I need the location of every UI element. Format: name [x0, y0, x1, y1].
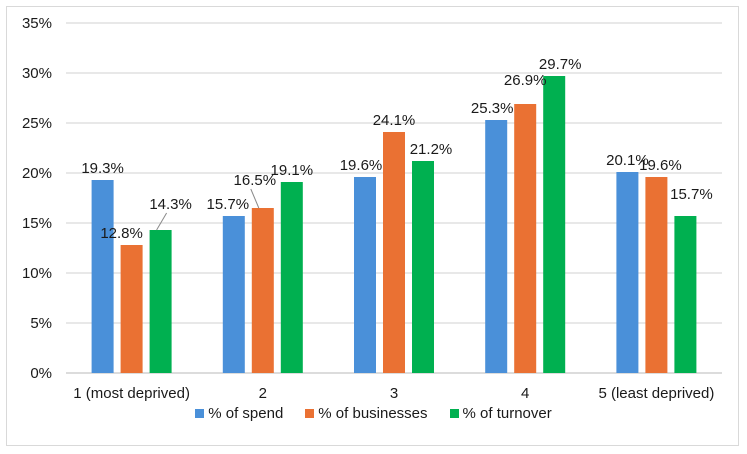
y-axis-ticks: 0% 5% 10% 15% 20% 25% 30% 35% — [22, 15, 52, 382]
y-tick-label: 30% — [22, 65, 52, 82]
bar — [251, 208, 274, 373]
legend-swatch-turnover — [449, 409, 459, 418]
x-axis-ticks: 1 (most deprived) 2 3 4 5 (least deprived) — [73, 385, 714, 402]
legend-label-businesses: % of businesses — [318, 405, 428, 422]
x-tick-label: 3 — [390, 385, 398, 402]
data-label: 21.2% — [410, 141, 453, 158]
bar — [543, 76, 566, 373]
leader-line — [156, 212, 168, 231]
bar — [616, 172, 639, 373]
data-label: 19.6% — [340, 157, 383, 174]
legend-item-turnover: % of turnover — [449, 405, 552, 422]
leader-line — [250, 188, 260, 209]
data-labels: 19.3% 12.8% 14.3% 15.7% 16.5%19.1% 19.6% 24.1%… — [81, 56, 712, 242]
y-tick-label: 20% — [22, 165, 52, 182]
bar — [514, 104, 537, 373]
legend-label-turnover: % of turnover — [462, 405, 552, 422]
bar — [91, 180, 114, 373]
x-tick-label: 5 (least deprived) — [598, 385, 714, 402]
legend-item-spend: % of spend — [195, 405, 283, 422]
y-tick-label: 5% — [30, 315, 52, 332]
data-label: 24.1% — [373, 112, 416, 129]
data-label: 20.1% — [606, 152, 649, 169]
x-tick-label: 4 — [521, 385, 529, 402]
legend: % of spend % of businesses % of turnover — [0, 405, 747, 422]
x-tick-label: 2 — [259, 385, 267, 402]
bar — [354, 177, 376, 373]
legend-item-businesses: % of businesses — [305, 405, 428, 422]
data-label: 16.5% — [234, 172, 277, 189]
data-label: 19.3% — [81, 160, 124, 177]
legend-label-spend: % of spend — [208, 405, 284, 422]
bar — [383, 132, 405, 373]
data-label: 19.1% — [271, 162, 314, 179]
bars — [91, 76, 697, 373]
bar — [412, 161, 434, 373]
y-tick-label: 25% — [22, 115, 52, 132]
bar — [120, 245, 143, 373]
data-label: 19.6% — [639, 157, 682, 174]
data-label: 29.7% — [539, 56, 582, 73]
data-label: 15.7% — [670, 186, 713, 203]
y-tick-label: 15% — [22, 215, 52, 232]
data-label: 12.8% — [100, 225, 143, 242]
bar — [222, 216, 245, 373]
bar — [485, 120, 508, 373]
y-tick-label: 35% — [22, 15, 52, 32]
bar — [280, 182, 303, 373]
bar — [149, 230, 172, 373]
data-label: 25.3% — [471, 100, 514, 117]
data-label: 15.7% — [207, 196, 250, 213]
bar — [674, 216, 697, 373]
y-tick-label: 10% — [22, 265, 52, 282]
legend-swatch-businesses — [305, 409, 315, 418]
data-label: 26.9% — [504, 72, 547, 89]
y-tick-label: 0% — [30, 365, 52, 382]
data-label: 14.3% — [149, 196, 192, 213]
bar — [645, 177, 668, 373]
x-tick-label: 1 (most deprived) — [73, 385, 190, 402]
legend-swatch-spend — [195, 409, 205, 418]
